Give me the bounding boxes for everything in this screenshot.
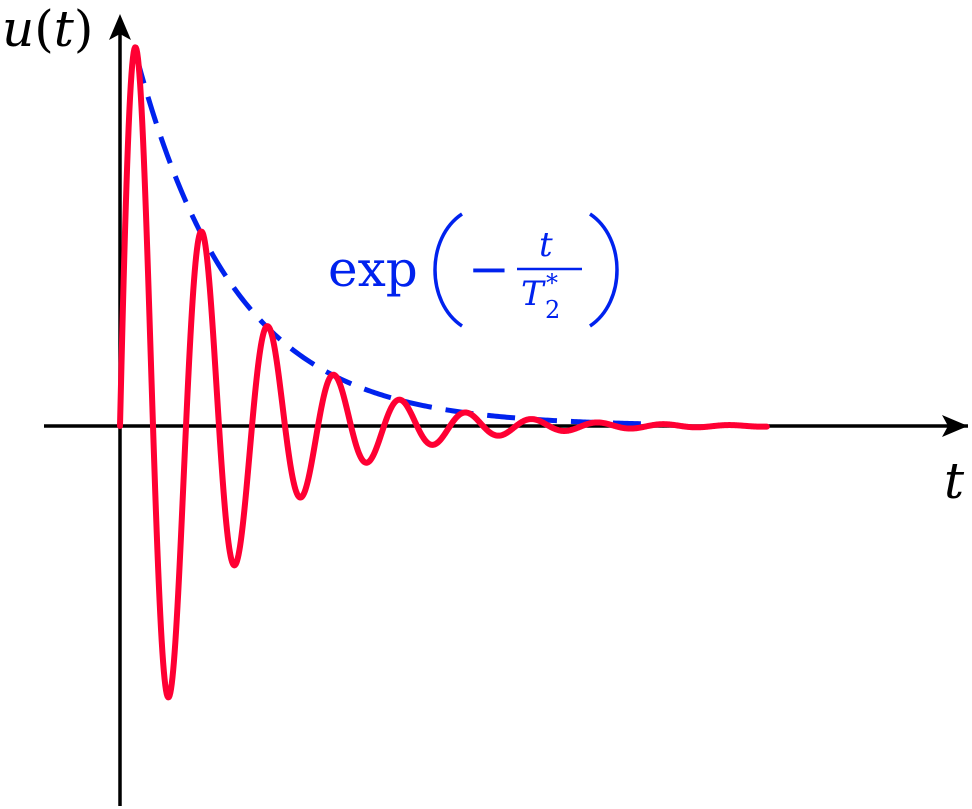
formula-right-paren xyxy=(589,212,619,328)
y-axis-arrow-icon xyxy=(109,14,131,40)
y-label-func: u xyxy=(2,0,34,58)
x-axis-arrow-icon xyxy=(942,415,968,437)
formula-subscript: 2 xyxy=(545,296,560,324)
formula-superscript: * xyxy=(546,269,558,297)
y-axis-label: u(t) xyxy=(2,0,93,58)
x-axis-label: t xyxy=(944,452,965,510)
formula-denominator: T xyxy=(521,274,546,314)
envelope-curve xyxy=(134,55,649,427)
y-label-open-paren: ( xyxy=(34,0,54,58)
y-label-var: t xyxy=(54,0,75,58)
formula-exp: exp xyxy=(328,240,418,298)
signal-curve xyxy=(117,44,770,701)
envelope-formula: exp − t T 2 * xyxy=(328,212,619,328)
formula-left-paren xyxy=(433,212,463,328)
formula-minus: − xyxy=(468,240,510,298)
formula-numerator: t xyxy=(539,225,553,265)
y-label-close-paren: ) xyxy=(74,0,94,58)
